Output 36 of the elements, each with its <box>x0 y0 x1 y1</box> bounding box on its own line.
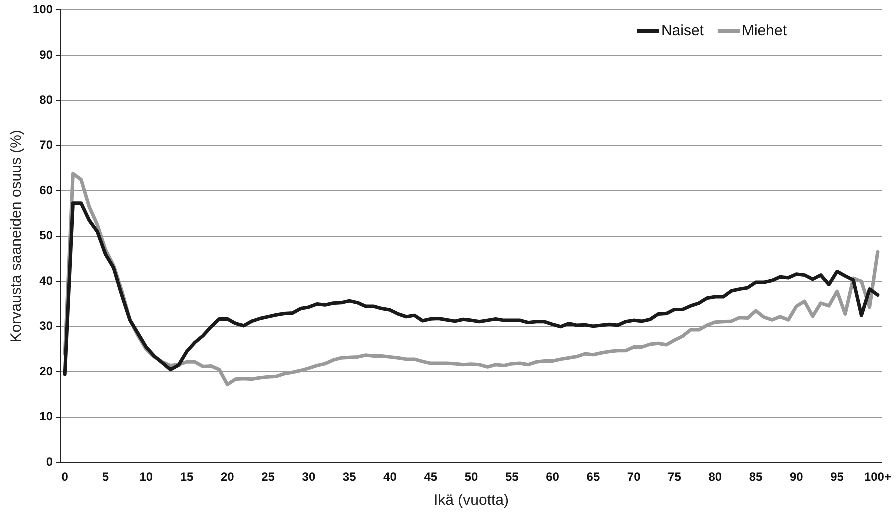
y-tick-label: 30 <box>40 319 54 334</box>
legend-label: Miehet <box>742 22 788 40</box>
y-tick-label: 90 <box>40 48 54 62</box>
x-tick-label: 50 <box>464 470 479 484</box>
x-tick-label: 20 <box>220 470 235 484</box>
x-tick-label: 95 <box>830 470 844 484</box>
y-tick-label: 0 <box>46 454 54 469</box>
x-tick-label: 0 <box>62 470 69 484</box>
x-tick-label: 90 <box>790 470 804 484</box>
y-tick-label: 20 <box>40 364 54 378</box>
legend-label: Naiset <box>661 22 705 40</box>
y-tick-label: 80 <box>40 92 54 107</box>
x-tick-label: 60 <box>546 470 560 484</box>
x-tick-label: 100+ <box>864 470 892 484</box>
x-tick-label: 70 <box>627 470 642 484</box>
y-tick-label: 50 <box>40 228 54 243</box>
x-tick-label: 75 <box>668 470 682 484</box>
y-tick-label: 40 <box>40 274 54 288</box>
x-tick-label: 65 <box>586 470 600 484</box>
y-axis-title: Korvausta saaneiden osuus (%) <box>8 130 26 343</box>
x-tick-label: 40 <box>384 470 398 484</box>
x-tick-label: 25 <box>262 470 276 484</box>
y-tick-label: 10 <box>40 410 54 424</box>
x-tick-label: 35 <box>342 470 357 484</box>
y-tick-label: 60 <box>40 183 54 198</box>
x-tick-label: 80 <box>708 470 722 484</box>
x-tick-label: 85 <box>749 470 763 484</box>
x-axis-title: Ikä (vuotta) <box>434 492 510 510</box>
x-tick-label: 5 <box>102 470 110 484</box>
y-tick-label: 100 <box>32 2 54 17</box>
x-tick-label: 30 <box>302 470 316 484</box>
x-tick-label: 15 <box>180 470 194 484</box>
y-tick-label: 70 <box>40 138 54 152</box>
x-tick-label: 10 <box>140 470 154 484</box>
x-tick-label: 45 <box>424 470 438 484</box>
x-tick-label: 55 <box>505 470 520 484</box>
